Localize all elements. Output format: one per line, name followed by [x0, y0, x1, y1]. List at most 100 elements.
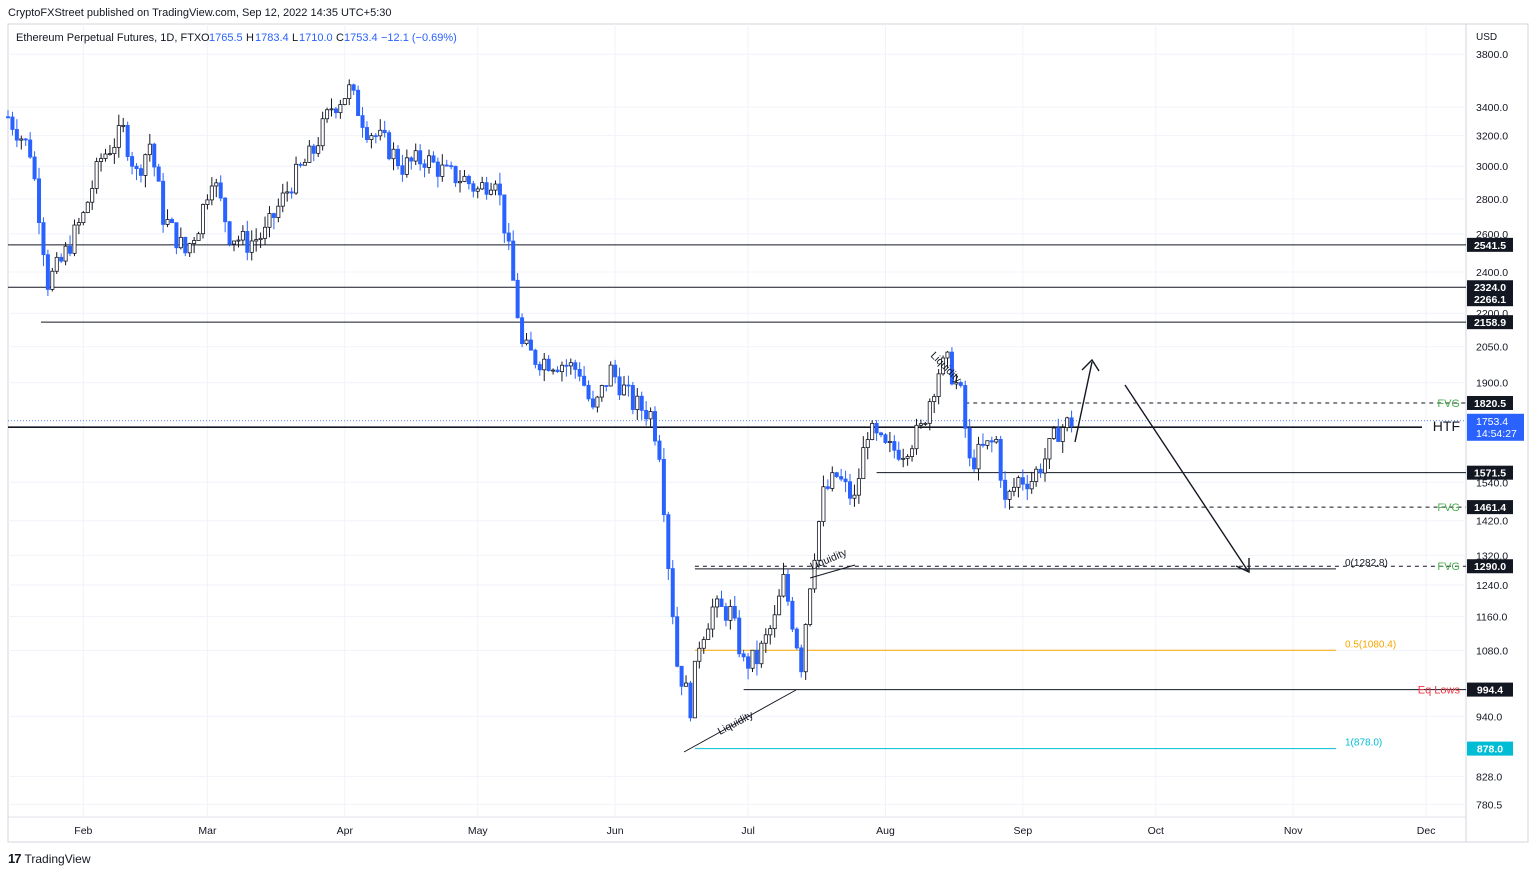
candle-body — [568, 362, 573, 367]
candle-body — [661, 458, 666, 516]
candle-body — [768, 628, 773, 636]
liquidity-trendline — [683, 689, 797, 753]
candle-body — [666, 514, 671, 569]
candle-body — [679, 665, 684, 687]
candle-body — [701, 639, 706, 649]
candle-body — [599, 385, 604, 398]
candle-body — [19, 138, 24, 141]
candle-body — [165, 219, 170, 225]
candle-body — [856, 478, 861, 496]
candle-body — [613, 364, 618, 378]
price-tag — [1467, 559, 1513, 574]
y-tick-label: 3000.0 — [1476, 161, 1508, 173]
tradingview-logo[interactable]: 17 TradingView — [8, 851, 91, 866]
candle-body — [484, 182, 489, 195]
price-tag-label: 2158.9 — [1474, 317, 1506, 329]
bearish-arrow-line — [1124, 384, 1249, 572]
y-tick-label: 2050.0 — [1476, 342, 1508, 354]
y-tick-label: 940.0 — [1476, 711, 1502, 723]
candle-body — [489, 189, 494, 195]
fib-label: 0(1282.8) — [1345, 558, 1388, 569]
x-tick-label: Nov — [1284, 825, 1303, 837]
candle-body — [192, 240, 197, 244]
x-tick-label: Dec — [1417, 825, 1436, 837]
candle-body — [710, 606, 715, 630]
candle-body — [994, 438, 999, 443]
candle-body — [267, 213, 272, 228]
y-tick-label: 3800.0 — [1476, 49, 1508, 61]
candle-body — [364, 127, 369, 140]
candle-body — [608, 364, 613, 387]
candle-body — [803, 624, 808, 673]
candle-body — [630, 385, 635, 410]
candle-body — [493, 183, 498, 191]
y-tick-label: 1540.0 — [1476, 477, 1508, 489]
candle-body — [431, 155, 436, 163]
candle-body — [728, 606, 733, 621]
candle-body — [458, 181, 463, 184]
x-tick-label: Feb — [74, 825, 92, 837]
candle-body — [28, 139, 33, 158]
candle-body — [520, 317, 525, 345]
price-tag — [1467, 237, 1513, 252]
candle-body — [125, 124, 130, 157]
candle-body — [834, 472, 839, 477]
candle-body — [781, 574, 786, 597]
price-tag — [1467, 500, 1513, 515]
candle-body — [653, 411, 658, 442]
legend-close-label: C — [336, 32, 344, 44]
candle-body — [333, 108, 338, 114]
tradingview-mark-icon: 17 — [8, 851, 22, 866]
candle-body — [1056, 427, 1061, 442]
y-tick-label: 1160.0 — [1476, 612, 1507, 624]
candle-body — [692, 660, 697, 719]
candles — [6, 79, 1074, 722]
candle-body — [453, 165, 458, 184]
candle-body — [1029, 481, 1034, 490]
candle-body — [883, 434, 888, 443]
candle-body — [799, 647, 804, 673]
candle-body — [169, 219, 174, 224]
candle-body — [183, 236, 188, 254]
candle-body — [68, 245, 73, 254]
candle-body — [896, 449, 901, 460]
outer-frame — [7, 23, 1529, 843]
candle-body — [816, 521, 821, 561]
candle-body — [404, 157, 409, 175]
candle-body — [130, 156, 135, 167]
candle-body — [843, 478, 848, 483]
price-tag-label: 2541.5 — [1474, 240, 1506, 252]
candle-body — [949, 351, 954, 385]
candle-body — [648, 411, 653, 420]
candle-body — [10, 116, 15, 130]
candle-body — [972, 457, 977, 470]
candle-body — [967, 427, 972, 459]
candle-body — [1069, 417, 1074, 427]
x-tick-label: May — [468, 825, 489, 837]
candle-body — [240, 231, 245, 241]
candle-body — [1007, 490, 1012, 500]
candle-body — [6, 116, 11, 119]
candle-body — [338, 104, 343, 114]
candle-body — [378, 129, 383, 137]
candle-body — [466, 175, 471, 185]
price-tag-label: 1820.5 — [1474, 398, 1506, 410]
candle-body — [409, 157, 414, 162]
candle-body — [289, 191, 294, 194]
candle-body — [559, 364, 564, 373]
candle-body — [586, 384, 591, 400]
candle-body — [980, 443, 985, 446]
candle-body — [887, 441, 892, 443]
candle-body — [839, 476, 844, 480]
candle-body — [936, 373, 941, 397]
candle-body — [285, 191, 290, 194]
y-tick-label: 1900.0 — [1476, 378, 1508, 390]
candle-body — [564, 364, 569, 367]
candle-body — [134, 165, 139, 170]
candle-body — [418, 150, 423, 165]
candle-body — [723, 606, 728, 621]
candle-body — [852, 494, 857, 499]
candle-body — [223, 197, 228, 223]
candle-body — [161, 180, 166, 225]
